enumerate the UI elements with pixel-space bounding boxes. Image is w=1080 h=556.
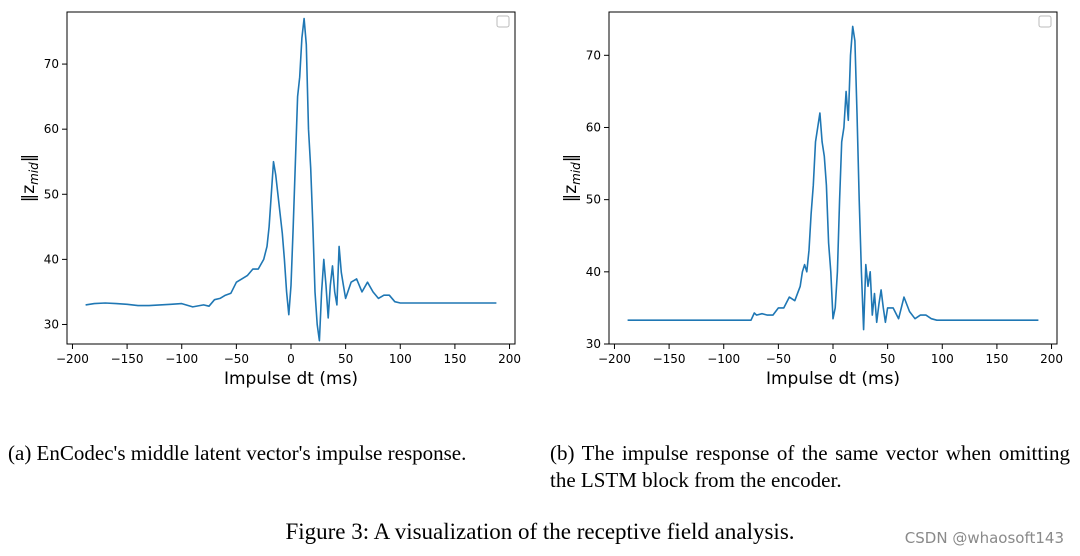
x-tick-label-a: 100 — [389, 352, 412, 366]
y-tick-label-a: 50 — [44, 187, 59, 201]
panel-b-caption: (b) The impulse response of the same vec… — [550, 441, 1070, 492]
chart-panel-b: −200 −150 −100 −50 0 50 100 150 200 30 40 50 60 70 Im… — [561, 11, 1063, 389]
x-tick-label-b: −150 — [653, 352, 686, 366]
x-tick-label-b: −200 — [598, 352, 631, 366]
x-tick-label-a: 50 — [338, 352, 353, 366]
y-tick-label-b: 30 — [586, 337, 601, 351]
panel-a-caption: (a) EnCodec's middle latent vector's imp… — [8, 441, 467, 465]
x-tick-label-b: 200 — [1040, 352, 1063, 366]
x-tick-label-b: −50 — [766, 352, 791, 366]
x-tick-label-b: −100 — [707, 352, 740, 366]
y-tick-label-a: 40 — [44, 252, 59, 266]
x-tick-label-b: 100 — [931, 352, 954, 366]
y-axis-label-b: ‖zmid‖ — [561, 154, 583, 203]
x-tick-label-b: 50 — [880, 352, 895, 366]
x-tick-label-a: 0 — [287, 352, 295, 366]
x-tick-label-a: 150 — [443, 352, 466, 366]
y-tick-label-b: 70 — [586, 48, 601, 62]
axis-ticks-b: −200 −150 −100 −50 0 50 100 150 200 30 40 50 60 70 — [586, 48, 1063, 366]
y-tick-label-a: 70 — [44, 57, 59, 71]
y-tick-label-b: 50 — [586, 193, 601, 207]
x-tick-label-a: −50 — [224, 352, 249, 366]
watermark: CSDN @whaosoft143 — [904, 529, 1064, 547]
y-tick-label-a: 60 — [44, 122, 59, 136]
figure-caption: Figure 3: A visualization of the recepti… — [285, 519, 795, 544]
y-tick-label-b: 40 — [586, 265, 601, 279]
legend-box-a — [496, 15, 510, 28]
x-tick-label-a: −150 — [111, 352, 144, 366]
x-tick-label-a: −200 — [56, 352, 89, 366]
y-axis-label-a: ‖zmid‖ — [19, 154, 41, 203]
x-tick-label-b: 0 — [829, 352, 837, 366]
legend-box-b — [1038, 15, 1052, 28]
y-tick-label-a: 30 — [44, 317, 59, 331]
axis-ticks-a: −200 −150 −100 −50 0 50 100 150 200 30 40 50 60 70 — [44, 57, 521, 366]
x-tick-label-a: 200 — [498, 352, 521, 366]
chart-panel-a: −200 −150 −100 −50 0 50 100 150 200 30 40 50 60 70 Im… — [19, 11, 521, 389]
plot-area-b — [608, 11, 1058, 345]
x-tick-label-b: 150 — [985, 352, 1008, 366]
x-tick-label-a: −100 — [165, 352, 198, 366]
x-axis-label-a: Impulse dt (ms) — [224, 369, 358, 389]
series-line-b — [627, 25, 1039, 331]
series-line-a — [85, 17, 497, 342]
y-tick-label-b: 60 — [586, 120, 601, 134]
x-axis-label-b: Impulse dt (ms) — [766, 369, 900, 389]
